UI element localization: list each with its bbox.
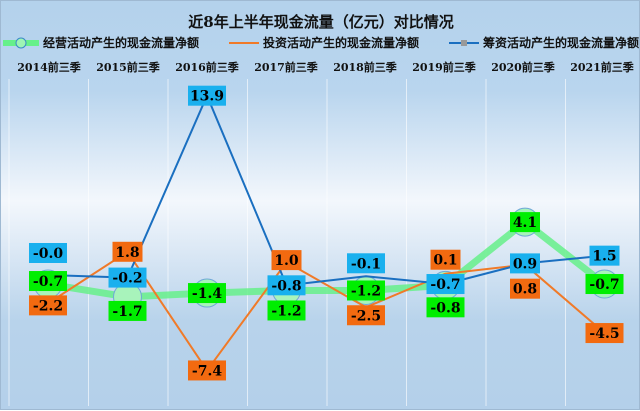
data-label: -0.1 bbox=[351, 256, 381, 272]
data-label-box bbox=[188, 283, 226, 304]
data-label: 0.1 bbox=[433, 253, 457, 269]
data-label: -0.7 bbox=[430, 277, 460, 293]
legend-item-financing: 筹资活动产生的现金流量净额 bbox=[449, 34, 639, 51]
data-label: -1.4 bbox=[192, 286, 222, 302]
legend-marker-operating bbox=[2, 37, 39, 48]
x-tick-label: 2017前三季 bbox=[254, 61, 318, 74]
data-label-box bbox=[267, 275, 306, 296]
data-label: -1.2 bbox=[271, 303, 301, 319]
data-label: 0.8 bbox=[513, 282, 537, 298]
x-tick-label: 2020前三季 bbox=[491, 61, 555, 74]
data-label-box bbox=[347, 305, 385, 326]
data-label-box bbox=[510, 212, 540, 233]
data-label-box bbox=[29, 271, 67, 292]
data-label-box bbox=[510, 278, 540, 299]
data-label: -7.4 bbox=[192, 363, 222, 379]
legend-item-investing: 投资活动产生的现金流量净额 bbox=[228, 34, 419, 51]
chart-title: 近8年上半年现金流量（亿元）对比情况 bbox=[188, 13, 454, 31]
data-label-box bbox=[188, 360, 226, 381]
legend-label: 投资活动产生的现金流量净额 bbox=[262, 36, 419, 50]
x-axis-labels: 2014前三季 2015前三季 2016前三季 2017前三季 2018前三季 … bbox=[1, 59, 640, 79]
data-label-box bbox=[108, 300, 147, 321]
x-tick-label: 2015前三季 bbox=[96, 61, 160, 74]
data-label-box bbox=[29, 243, 67, 263]
data-label-box bbox=[188, 85, 226, 106]
data-label: -2.5 bbox=[351, 308, 381, 324]
legend-marker-investing bbox=[228, 41, 259, 44]
data-label-box bbox=[108, 267, 147, 288]
data-label: 1.8 bbox=[115, 245, 139, 261]
data-label: 0.9 bbox=[513, 256, 537, 272]
data-label: -4.5 bbox=[589, 326, 619, 342]
x-tick-label: 2019前三季 bbox=[412, 61, 476, 74]
legend-label: 筹资活动产生的现金流量净额 bbox=[483, 36, 640, 50]
data-label: 13.9 bbox=[190, 89, 224, 105]
data-label-box bbox=[347, 253, 385, 274]
data-label: -0.7 bbox=[33, 274, 63, 290]
data-label-box bbox=[585, 274, 624, 295]
data-label-box bbox=[589, 245, 620, 266]
data-label: -1.7 bbox=[112, 304, 142, 320]
data-label-box bbox=[347, 280, 385, 301]
data-label-box bbox=[430, 249, 461, 270]
data-label: 1.0 bbox=[274, 253, 299, 269]
data-label: -0.8 bbox=[271, 278, 301, 294]
data-label: -0.2 bbox=[112, 271, 142, 287]
data-label-box bbox=[585, 323, 624, 344]
data-label: 1.5 bbox=[592, 249, 616, 265]
x-tick-label: 2021前三季 bbox=[570, 61, 634, 74]
data-label: -0.7 bbox=[589, 277, 619, 293]
data-label: -0.0 bbox=[33, 246, 63, 262]
data-label: -1.2 bbox=[351, 283, 381, 299]
data-label: -0.8 bbox=[430, 300, 460, 316]
data-label-box bbox=[271, 250, 302, 271]
legend-label: 经营活动产生的现金流量净额 bbox=[42, 36, 199, 50]
data-label-box bbox=[112, 241, 143, 262]
data-label-box bbox=[426, 274, 465, 295]
data-label-box bbox=[426, 297, 465, 318]
data-label: 4.1 bbox=[513, 215, 537, 231]
legend: 经营活动产生的现金流量净额 投资活动产生的现金流量净额 筹资活动产生的现金流量净… bbox=[1, 34, 640, 51]
data-label-box bbox=[267, 300, 306, 321]
x-tick-label: 2014前三季 bbox=[17, 61, 81, 74]
x-tick-label: 2016前三季 bbox=[175, 61, 239, 74]
data-label-box bbox=[510, 253, 540, 274]
data-label: -2.2 bbox=[33, 298, 63, 314]
legend-marker-financing bbox=[449, 39, 479, 46]
legend-item-operating: 经营活动产生的现金流量净额 bbox=[2, 34, 199, 51]
data-label-box bbox=[29, 295, 67, 316]
x-tick-label: 2018前三季 bbox=[333, 61, 397, 74]
